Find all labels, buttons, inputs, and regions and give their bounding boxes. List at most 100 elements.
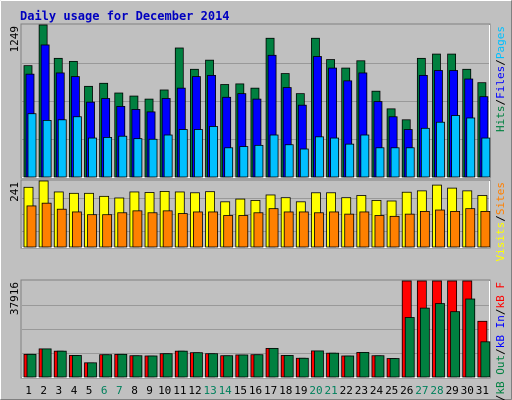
bar [405, 147, 415, 178]
bar [283, 211, 294, 248]
x-tick-label: 19 [294, 384, 307, 397]
bar [72, 116, 82, 178]
bar [481, 137, 491, 178]
bar [299, 148, 309, 178]
bar [178, 129, 188, 178]
x-tick-label: 16 [249, 384, 262, 397]
x-tick-label: 10 [158, 384, 171, 397]
legend-entry: kB F [494, 282, 507, 309]
x-tick-label: 26 [400, 384, 413, 397]
legend-middle: Visits/Sites [494, 182, 507, 262]
bar [330, 137, 339, 178]
bar [224, 147, 234, 178]
legend-bottom: /kB Out/kB In/kB F [494, 282, 507, 400]
bar [435, 209, 445, 248]
bar [435, 303, 445, 378]
y-axis-max-label: 241 [8, 182, 21, 202]
bar [56, 208, 67, 248]
bar [147, 212, 158, 248]
bar [315, 136, 324, 178]
bar [41, 202, 52, 248]
bar [27, 113, 37, 178]
bar [344, 213, 355, 248]
bar [359, 211, 370, 248]
bar [223, 355, 234, 378]
x-tick-label: 5 [86, 384, 93, 397]
x-tick-label: 1 [25, 384, 32, 397]
bar [57, 119, 67, 178]
x-tick-label: 12 [188, 384, 201, 397]
x-tick-label: 8 [131, 384, 138, 397]
bar [132, 355, 143, 378]
bar [253, 354, 264, 378]
bar [162, 210, 173, 248]
x-tick-label: 17 [264, 384, 277, 397]
bar [344, 355, 355, 378]
y-axis-max-label: 37916 [8, 282, 21, 315]
legend-entry: / [494, 348, 507, 355]
bar [450, 311, 461, 378]
bar [253, 212, 264, 248]
bar [389, 358, 400, 378]
bar [420, 127, 430, 178]
bar [374, 355, 385, 378]
bar [194, 129, 203, 178]
bar [177, 350, 188, 378]
x-tick-label: 31 [476, 384, 489, 397]
x-tick-label: 21 [324, 384, 337, 397]
bar [102, 214, 113, 248]
bar [102, 354, 113, 378]
x-tick-label: 7 [116, 384, 123, 397]
bar [480, 210, 491, 248]
x-tick-label: 3 [55, 384, 62, 397]
bar [238, 354, 249, 378]
legend-entry: Files [494, 66, 507, 99]
x-tick-label: 15 [234, 384, 247, 397]
bar [103, 137, 113, 178]
x-tick-label: 25 [385, 384, 398, 397]
legend-entry: / [494, 309, 507, 316]
x-tick-label: 20 [309, 384, 322, 397]
legend-top: Hits/Files/Pages [494, 26, 507, 132]
bar [375, 147, 385, 178]
chart-panels: 1249Hits/Files/Pages241Visits/Sites37916… [8, 23, 507, 400]
bar [465, 208, 476, 248]
legend-entry: Hits [494, 106, 507, 133]
x-tick-label: 30 [461, 384, 474, 397]
x-tick-label: 4 [71, 384, 78, 397]
legend-entry: / [494, 215, 507, 222]
x-tick-label: 28 [430, 384, 443, 397]
bar [360, 134, 370, 178]
x-tick-label: 24 [370, 384, 384, 397]
x-tick-label: 6 [101, 384, 108, 397]
bar [480, 341, 491, 378]
bar [451, 115, 461, 178]
bar [269, 134, 279, 178]
bar [268, 208, 279, 248]
bar [26, 205, 37, 248]
x-tick-label: 2 [40, 384, 47, 397]
x-tick-label: 14 [219, 384, 233, 397]
bar [404, 213, 415, 248]
bar [71, 355, 82, 378]
bar [117, 353, 128, 378]
bar [26, 353, 37, 378]
bar [465, 298, 476, 378]
bar [147, 355, 158, 378]
bar [117, 212, 128, 248]
bar [329, 211, 339, 248]
bar [390, 147, 400, 178]
bar [209, 126, 218, 178]
x-tick-label: 27 [415, 384, 428, 397]
bar [374, 215, 385, 248]
x-tick-label: 29 [446, 384, 459, 397]
chart-title: Daily usage for December 2014 [20, 9, 230, 23]
legend-entry: / [494, 59, 507, 66]
bar [162, 353, 173, 378]
legend-entry: kB In [494, 315, 507, 348]
y-axis-max-label: 1249 [8, 26, 21, 53]
bar [118, 135, 128, 178]
bar [345, 143, 355, 178]
legend-entry: / [494, 99, 507, 106]
